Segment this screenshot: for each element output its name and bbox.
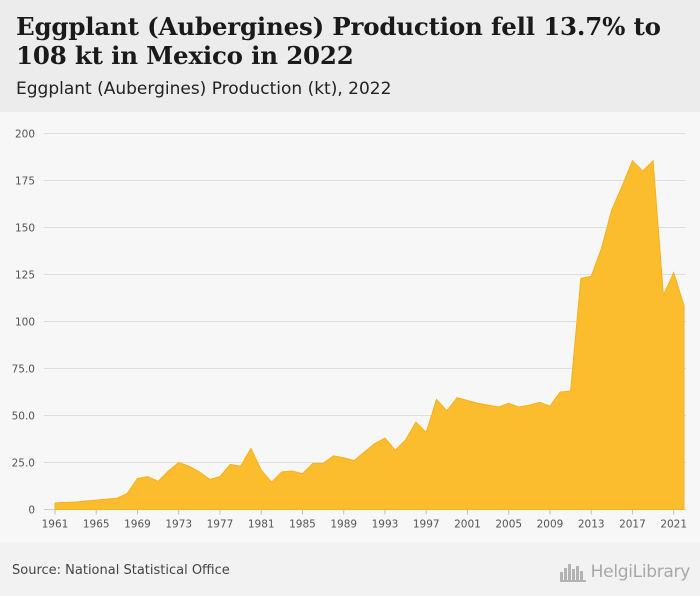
- x-tick-label: 1973: [165, 519, 192, 531]
- y-tick-label: 25.0: [12, 458, 35, 470]
- x-tick-label: 2013: [578, 519, 605, 531]
- y-tick-label: 100: [15, 317, 35, 329]
- x-tick-label: 1961: [42, 519, 69, 531]
- x-tick-label: 2009: [537, 519, 564, 531]
- logo-text: HelgiLibrary: [590, 562, 691, 582]
- y-tick-label: 200: [15, 129, 35, 141]
- y-tick-label: 75.0: [12, 364, 35, 376]
- helgi-library-logo[interactable]: HelgiLibrary: [559, 560, 691, 584]
- x-tick-label: 1985: [289, 519, 316, 531]
- x-tick-label: 1977: [207, 519, 234, 531]
- chart-subtitle: Eggplant (Aubergines) Production (kt), 2…: [16, 79, 392, 99]
- y-tick-label: 125: [15, 270, 35, 282]
- chart-headline: Eggplant (Aubergines) Production fell 13…: [16, 12, 661, 70]
- x-tick-label: 1969: [124, 519, 151, 531]
- y-tick-label: 175: [15, 176, 35, 188]
- y-tick-label: 50.0: [12, 411, 35, 423]
- y-axis-labels: 0 25.0 50.0 75.0 100 125 150 175 200: [12, 129, 35, 517]
- x-tick-label: 1981: [248, 519, 275, 531]
- city-skyline-icon: [559, 564, 586, 582]
- x-tick-label: 2001: [454, 519, 481, 531]
- y-tick-label: 150: [15, 223, 35, 235]
- x-tick-label: 1989: [330, 519, 357, 531]
- x-tick-label: 2021: [660, 519, 687, 531]
- footer-band: [0, 542, 700, 596]
- header-band: [0, 0, 700, 112]
- x-tick-label: 2005: [495, 519, 522, 531]
- source-note: Source: National Statistical Office: [12, 563, 230, 578]
- x-tick-label: 1997: [413, 519, 440, 531]
- x-axis: 1961 1965 1969 1973 1977 1981 1985 1989 1993 1997…: [42, 509, 687, 531]
- area-series: [54, 159, 685, 510]
- x-tick-label: 2017: [619, 519, 646, 531]
- x-tick-label: 1965: [83, 519, 110, 531]
- x-tick-label: 1993: [372, 519, 399, 531]
- y-tick-label: 0: [28, 505, 35, 517]
